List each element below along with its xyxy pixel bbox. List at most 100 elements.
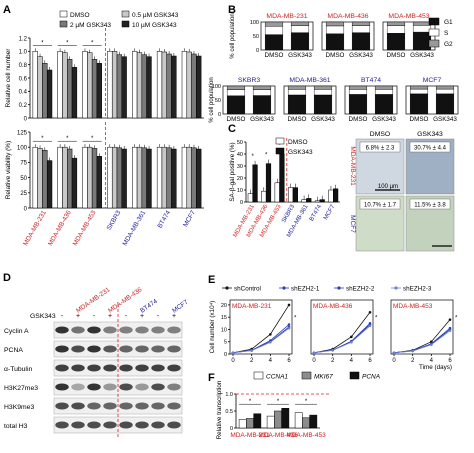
b-bar-s bbox=[226, 89, 246, 96]
e-xtick-label: 4 bbox=[269, 358, 273, 364]
b-frame bbox=[405, 85, 459, 115]
a-bottom-bar bbox=[107, 146, 113, 209]
e-ytick-label: 0 bbox=[224, 352, 227, 358]
d-band bbox=[151, 326, 165, 334]
a-bottom-ytick-label: 75 bbox=[20, 161, 27, 167]
f-sig-star: * bbox=[277, 399, 280, 405]
b-condition-label: GSK343 bbox=[372, 116, 396, 123]
a-bottom-bar bbox=[32, 146, 38, 209]
a-legend-swatch bbox=[59, 10, 68, 18]
a-bottom-sig-star: * bbox=[66, 136, 69, 142]
a-bottom-bar bbox=[121, 148, 127, 209]
e-legend-label: shControl bbox=[234, 286, 261, 293]
a-top-bar bbox=[111, 51, 118, 119]
d-band bbox=[135, 364, 149, 372]
a-cell-line-label: MDA-MB-453 bbox=[72, 209, 98, 247]
b-bar-g2 bbox=[435, 85, 455, 90]
e-series-line bbox=[232, 326, 290, 354]
e-title: MDA-MB-436 bbox=[313, 303, 353, 310]
d-band bbox=[71, 383, 85, 391]
d-band bbox=[71, 421, 85, 429]
e-legend-label: shEZH2-2 bbox=[346, 286, 375, 293]
b-condition-label: GSK343 bbox=[349, 52, 373, 59]
b-title: MDA-MB-453 bbox=[388, 13, 429, 20]
c-scale-label: 100 µm bbox=[378, 184, 398, 190]
a-bottom-sig-star: * bbox=[41, 136, 44, 142]
panel-letter-a: A bbox=[3, 4, 11, 16]
d-band bbox=[71, 402, 85, 410]
f-legend-label: MKI67 bbox=[314, 374, 333, 381]
d-band bbox=[103, 326, 117, 334]
a-top-bar bbox=[171, 55, 177, 119]
e-point bbox=[250, 349, 253, 352]
e-xtick-label: 2 bbox=[331, 358, 335, 364]
c-micro-value: 6.8% ± 2.3 bbox=[366, 146, 395, 152]
a-bottom-bar bbox=[171, 148, 177, 209]
a-bottom-ytick-label: 100 bbox=[17, 146, 28, 152]
c-micro-header: GSK343 bbox=[417, 131, 443, 138]
c-micro-value: 11.5% ± 3.8 bbox=[414, 203, 446, 209]
a-top-bar bbox=[181, 51, 188, 119]
a-top-sig-star: * bbox=[66, 40, 69, 46]
c-ytick-label: 10 bbox=[237, 188, 243, 194]
a-top-bar bbox=[141, 54, 147, 119]
e-title: MDA-MB-453 bbox=[393, 303, 433, 310]
b-bar-g2 bbox=[287, 85, 307, 90]
d-band bbox=[71, 364, 85, 372]
d-band bbox=[119, 383, 133, 391]
a-bottom-bar bbox=[146, 148, 152, 209]
e-legend-marker bbox=[225, 286, 229, 290]
a-top-sig-star: * bbox=[91, 40, 94, 46]
d-band bbox=[103, 421, 117, 429]
a-bottom-bar bbox=[116, 147, 123, 209]
d-band bbox=[151, 345, 165, 353]
d-band bbox=[151, 364, 165, 372]
b-legend-swatch bbox=[428, 17, 440, 26]
a-top-sig-star: * bbox=[41, 40, 44, 46]
a-bottom-bar bbox=[161, 146, 167, 209]
a-bottom-bar bbox=[42, 149, 48, 209]
f-ytick-label: 0.5 bbox=[225, 409, 233, 415]
d-band bbox=[135, 345, 149, 353]
d-lane-sign: - bbox=[157, 313, 160, 320]
b-condition-label: GSK343 bbox=[410, 52, 434, 59]
b-bar-g2 bbox=[351, 21, 371, 26]
a-bottom-bar bbox=[136, 146, 143, 209]
a-cell-line-label: MDA-MB-231 bbox=[22, 209, 48, 247]
panel-letter-b: B bbox=[228, 4, 236, 16]
b-bar-g2 bbox=[226, 85, 246, 90]
a-top-bar bbox=[116, 54, 123, 119]
d-band bbox=[119, 402, 133, 410]
b-bar-g1 bbox=[226, 95, 246, 115]
b-ytick-label: 50 bbox=[215, 98, 221, 104]
b-bar-g2 bbox=[348, 85, 368, 90]
e-xtick-label: 0 bbox=[312, 358, 316, 364]
d-band bbox=[119, 364, 133, 372]
e-xlabel: Time (days) bbox=[419, 364, 452, 371]
b-frame bbox=[344, 85, 398, 115]
b-bar-s bbox=[374, 89, 394, 95]
f-bar bbox=[238, 419, 247, 429]
e-point bbox=[368, 322, 372, 325]
b-legend-swatch bbox=[428, 28, 440, 37]
b-bar-g2 bbox=[290, 21, 310, 26]
e-series-line bbox=[313, 323, 371, 354]
c-bar bbox=[292, 187, 298, 203]
b-bar-s bbox=[325, 25, 345, 34]
e-point bbox=[350, 335, 353, 339]
f-bar bbox=[246, 418, 254, 429]
e-ylabel: Cell number (x10⁴) bbox=[209, 301, 216, 354]
b-condition-label: GSK343 bbox=[433, 116, 457, 123]
b-title: MDA-MB-436 bbox=[327, 13, 368, 20]
e-point bbox=[448, 329, 452, 332]
b-ytick-label: 100 bbox=[250, 20, 259, 26]
e-series-line bbox=[393, 329, 451, 354]
a-bottom-ylabel: Relative viability (%) bbox=[5, 141, 12, 200]
d-band bbox=[103, 402, 117, 410]
a-top-bar bbox=[82, 51, 88, 119]
e-legend-marker bbox=[282, 286, 286, 290]
d-band bbox=[71, 345, 85, 353]
b-legend-label: G1 bbox=[444, 19, 453, 26]
a-legend-label: 0.5 µM GSK343 bbox=[132, 12, 179, 19]
c-micro-value-box bbox=[409, 198, 451, 210]
